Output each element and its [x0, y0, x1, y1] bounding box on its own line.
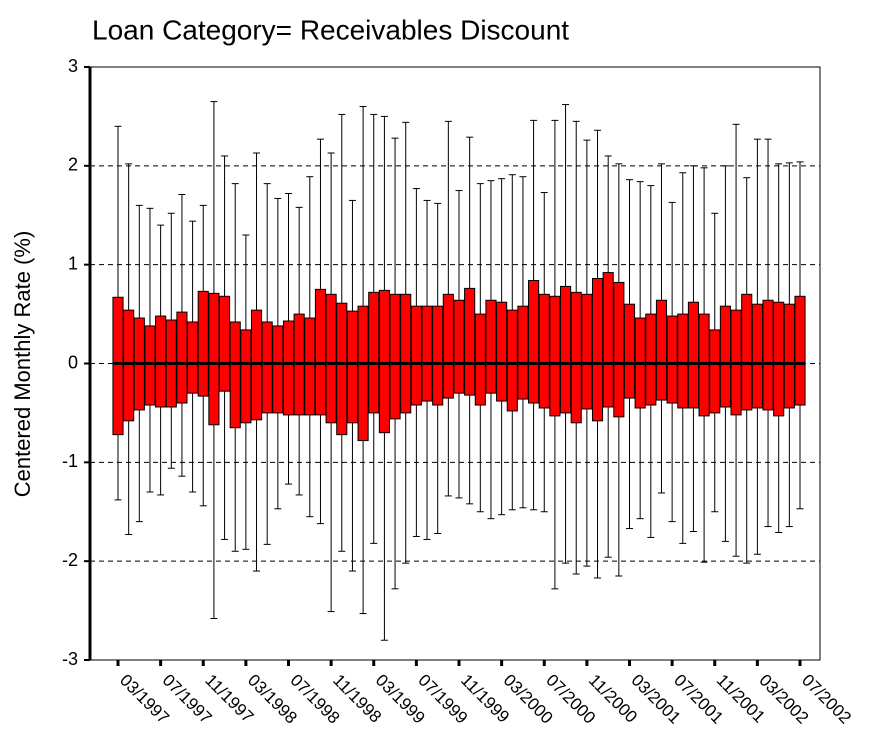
box [719, 305, 731, 408]
box [357, 305, 369, 442]
box [464, 287, 476, 396]
box [400, 293, 412, 414]
box [389, 293, 401, 420]
box [666, 315, 678, 404]
box [272, 325, 284, 414]
box [304, 317, 316, 416]
box [197, 290, 209, 397]
box [762, 299, 774, 411]
box [240, 329, 252, 424]
box [560, 285, 572, 414]
box [506, 309, 518, 412]
box [219, 295, 231, 392]
box [368, 291, 380, 414]
box [773, 301, 785, 417]
box [421, 305, 433, 402]
y-tick-label: 3 [68, 56, 78, 76]
box [378, 289, 390, 434]
box [783, 303, 795, 409]
box [517, 305, 529, 400]
box [538, 293, 550, 409]
box [187, 321, 199, 394]
box [261, 321, 273, 414]
box [474, 313, 486, 406]
y-tick-label: -3 [62, 649, 78, 669]
box [442, 293, 454, 399]
box [645, 313, 657, 406]
box [155, 315, 167, 408]
box [176, 311, 188, 404]
box [336, 302, 348, 436]
box [549, 295, 561, 417]
box [794, 295, 806, 406]
box [709, 329, 721, 414]
y-tick-label: 2 [68, 155, 78, 175]
box [623, 303, 636, 399]
box [112, 296, 124, 436]
box [677, 313, 689, 409]
box [602, 272, 614, 408]
box [208, 292, 220, 426]
box [687, 301, 699, 409]
box [570, 291, 582, 424]
box [528, 279, 540, 404]
box [613, 281, 625, 418]
box [485, 299, 497, 394]
box [591, 278, 604, 422]
box [229, 321, 241, 429]
box [655, 299, 668, 401]
y-tick-label: 1 [68, 253, 78, 273]
box [282, 320, 295, 416]
box [741, 293, 753, 411]
y-tick-label: -1 [62, 451, 78, 471]
chart-title: Loan Category= Receivables Discount [92, 14, 569, 45]
box [346, 310, 358, 424]
box [581, 293, 593, 410]
box [496, 301, 508, 402]
box [123, 309, 135, 422]
y-axis-label: Centered Monthly Rate (%) [10, 231, 35, 498]
box [410, 305, 422, 406]
y-tick-label: 0 [68, 352, 78, 372]
box [751, 303, 763, 409]
box [314, 288, 327, 416]
box [432, 305, 444, 406]
y-tick-label: -2 [62, 550, 78, 570]
box [144, 325, 156, 406]
box [325, 293, 337, 424]
box [453, 299, 465, 394]
